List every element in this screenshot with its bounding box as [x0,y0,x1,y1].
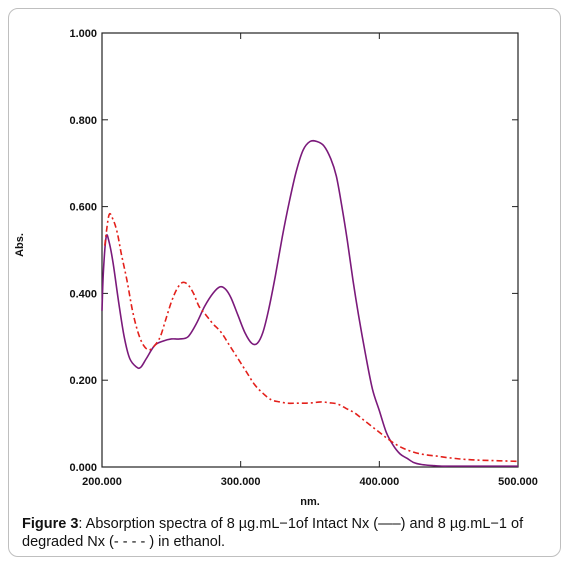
figure-caption: Figure 3: Absorption spectra of 8 µg.mL−… [22,515,552,551]
y-tick-label: 0.200 [69,375,97,387]
x-axis-label: nm. [300,496,320,508]
y-axis-label: Abs. [14,233,26,257]
x-tick-label: 400.000 [359,476,399,488]
degraded-series-line [103,212,519,463]
series-layer [101,139,519,467]
y-axis-ticks: 0.000 0.200 0.400 0.600 0.800 1.000 [69,28,518,474]
caption-label: Figure 3 [22,516,79,532]
caption-text: : Absorption spectra of 8 µg.mL−1of Inta… [22,516,524,550]
x-tick-label: 300.000 [221,476,261,488]
x-tick-label: 500.000 [498,476,538,488]
y-tick-label: 0.400 [69,288,97,300]
absorption-chart: 0.000 0.200 0.400 0.600 0.800 1.000 200.000 30… [14,28,538,508]
x-tick-label: 200.000 [82,476,122,488]
y-tick-label: 1.000 [69,28,97,40]
plot-area [101,32,519,468]
x-axis-ticks: 200.000 300.000 400.000 500.000 [82,33,538,488]
intact-series-line [101,139,518,467]
y-tick-label: 0.800 [69,115,97,127]
y-tick-label: 0.000 [69,462,97,474]
y-tick-label: 0.600 [69,202,97,214]
